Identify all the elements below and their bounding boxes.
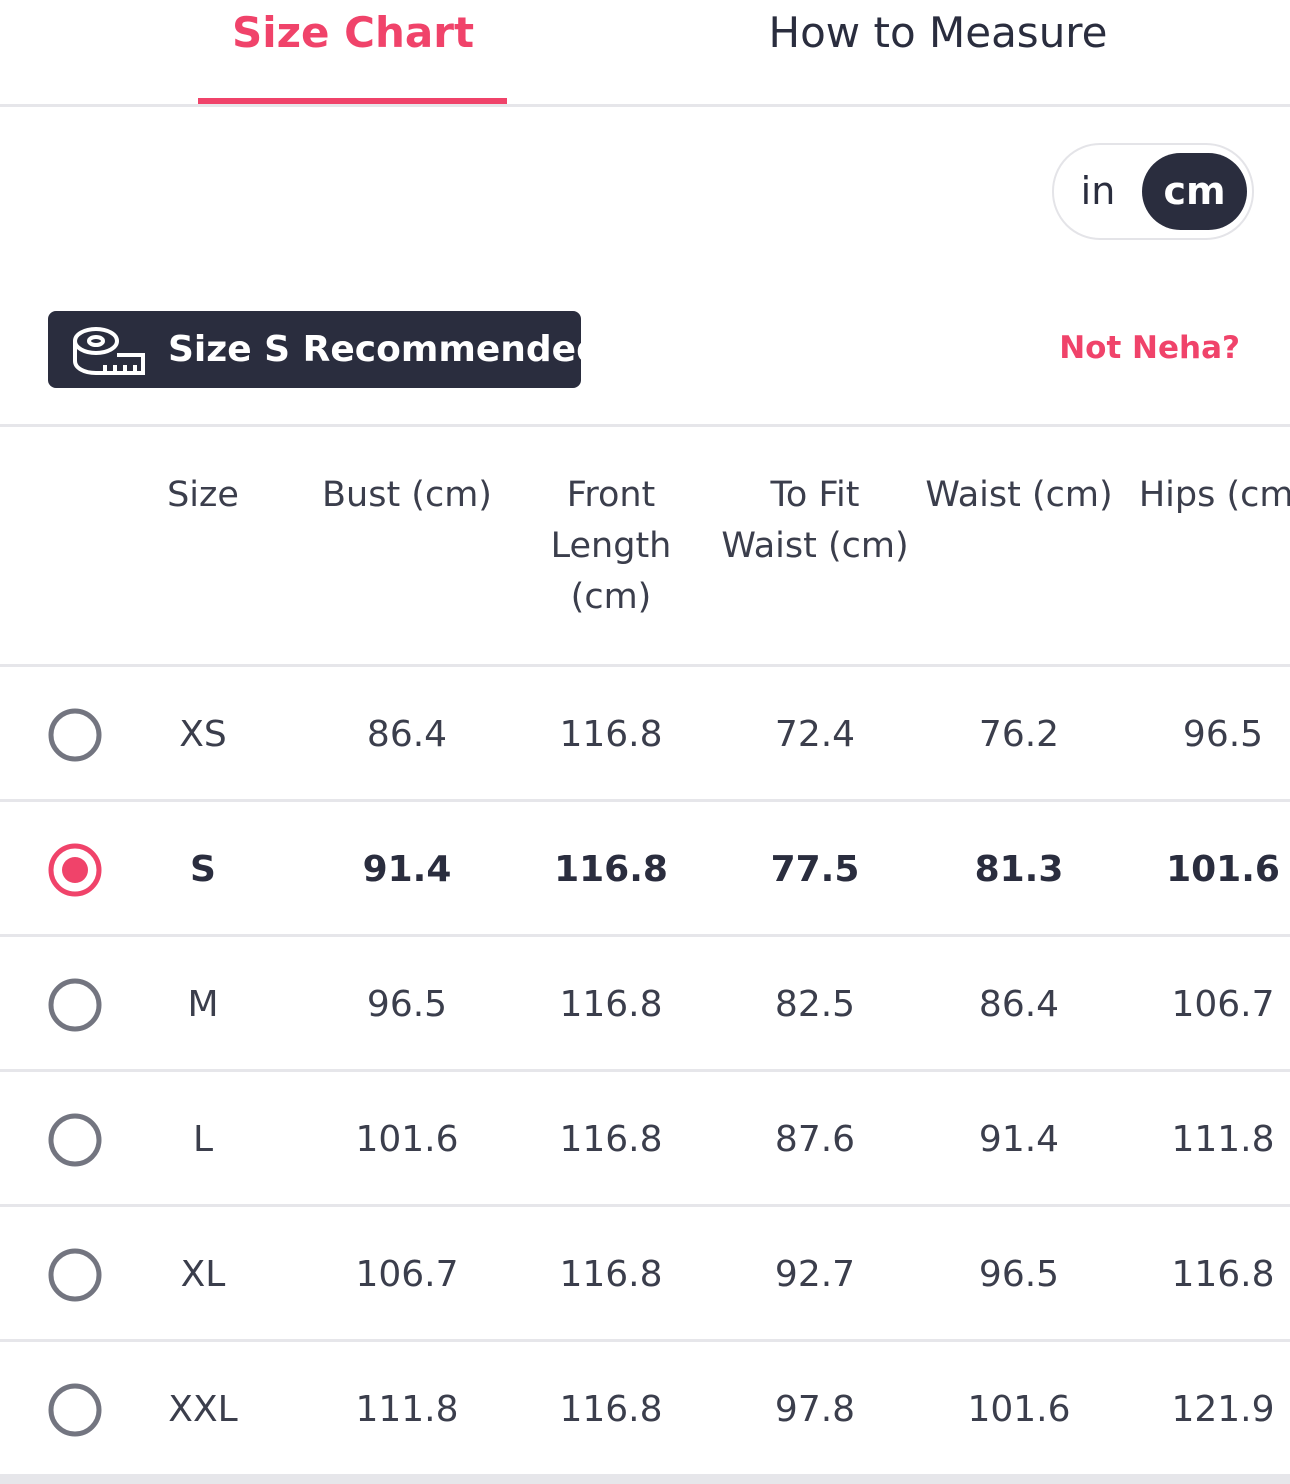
column-header: Hips (cm) — [1138, 475, 1290, 515]
recommendation-badge: Size S Recommended — [48, 311, 602, 388]
column-header: Front Length (cm) — [550, 475, 672, 617]
table-cell: 91.4 — [978, 1119, 1060, 1160]
table-cell: 96.5 — [1182, 714, 1264, 755]
row-divider — [0, 1069, 1290, 1072]
column-header: To Fit Waist (cm) — [721, 475, 909, 566]
table-cell: 96.5 — [978, 1254, 1060, 1295]
divider — [0, 424, 1290, 427]
table-cell: L — [192, 1119, 214, 1160]
user-link[interactable]: Not Neha? — [1059, 330, 1240, 366]
radio-button[interactable] — [45, 1110, 105, 1170]
table-cell: 116.8 — [559, 1254, 663, 1295]
table-cell: XS — [179, 714, 227, 755]
table-cell: 96.5 — [366, 984, 448, 1025]
table-cell: 101.6 — [967, 1389, 1071, 1430]
table-cell: XL — [180, 1254, 226, 1295]
table-cell: 116.8 — [559, 1119, 663, 1160]
table-cell: 111.8 — [355, 1389, 459, 1430]
row-divider — [0, 1204, 1290, 1207]
table-cell: 76.2 — [978, 714, 1060, 755]
row-divider — [0, 799, 1290, 802]
table-cell: 97.8 — [774, 1389, 856, 1430]
table-cell: 116.8 — [559, 714, 663, 755]
tab[interactable]: Size Chart — [231, 8, 475, 57]
radio-button[interactable] — [45, 705, 105, 765]
table-cell: 87.6 — [774, 1119, 856, 1160]
table-cell: 111.8 — [1171, 1119, 1275, 1160]
table-cell: 92.7 — [774, 1254, 856, 1295]
radio-button[interactable] — [45, 1380, 105, 1440]
row-divider — [0, 1474, 1290, 1484]
table-cell: 81.3 — [974, 849, 1064, 890]
table-cell: 116.8 — [1171, 1254, 1275, 1295]
table-cell: S — [190, 849, 216, 890]
tab[interactable]: How to Measure — [768, 8, 1108, 57]
table-cell: 121.9 — [1171, 1389, 1275, 1430]
row-divider — [0, 1339, 1290, 1342]
tape-icon — [73, 327, 145, 375]
recommendation-text: Size S Recommended — [168, 329, 602, 370]
column-header: Size — [167, 475, 239, 515]
table-cell: 116.8 — [554, 849, 668, 890]
unit-option[interactable]: cm — [1142, 153, 1247, 230]
table-cell: 72.4 — [774, 714, 856, 755]
table-cell: XXL — [168, 1389, 238, 1430]
table-cell: 86.4 — [366, 714, 448, 755]
table-cell: 116.8 — [559, 1389, 663, 1430]
table-cell: 86.4 — [978, 984, 1060, 1025]
divider — [0, 664, 1290, 667]
table-cell: 116.8 — [559, 984, 663, 1025]
table-cell: 91.4 — [362, 849, 452, 890]
column-header: Bust (cm) — [322, 475, 492, 515]
radio-button[interactable] — [45, 975, 105, 1035]
table-cell: 82.5 — [774, 984, 856, 1025]
table-cell: 101.6 — [1166, 849, 1280, 890]
column-header: Waist (cm) — [925, 475, 1113, 515]
row-divider — [0, 934, 1290, 937]
unit-option[interactable]: in — [1080, 169, 1116, 213]
table-cell: 77.5 — [770, 849, 860, 890]
divider — [0, 104, 1290, 107]
radio-button[interactable] — [45, 840, 105, 900]
table-cell: 106.7 — [1171, 984, 1275, 1025]
unit-toggle[interactable]: in cm — [1052, 143, 1254, 240]
table-cell: 101.6 — [355, 1119, 459, 1160]
tab-indicator — [198, 98, 507, 104]
radio-button[interactable] — [45, 1245, 105, 1305]
table-cell: M — [187, 984, 219, 1025]
table-cell: 106.7 — [355, 1254, 459, 1295]
